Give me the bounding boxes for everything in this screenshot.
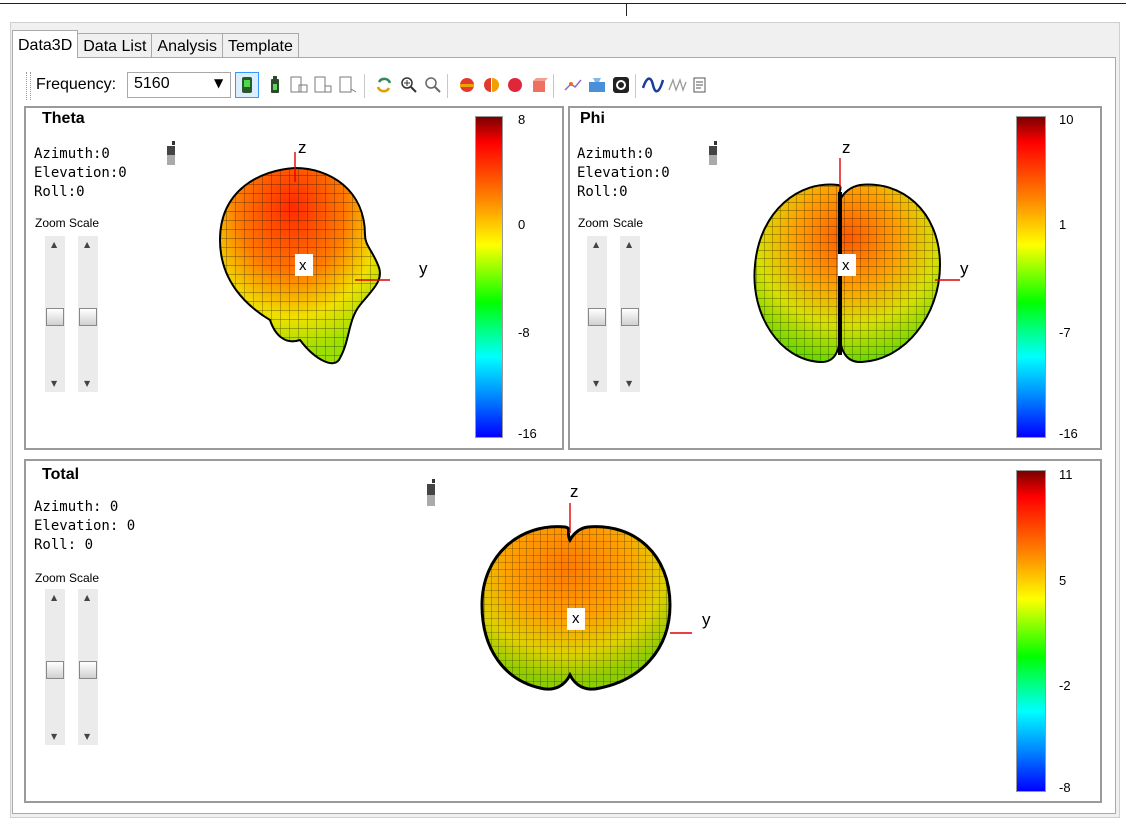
scatter-icon[interactable]	[561, 72, 585, 98]
zoom-out-icon[interactable]	[421, 72, 445, 98]
tab-data-list[interactable]: Data List	[77, 33, 153, 57]
colorbar-tick: 5	[1059, 573, 1067, 588]
panel-title: Total	[42, 466, 80, 483]
colorbar-tick: -8	[518, 325, 530, 340]
colorbar-tick: 0	[518, 217, 526, 232]
device-indicator-icon	[425, 478, 437, 514]
device-indicator-icon	[707, 140, 719, 174]
zoom-label: Zoom	[578, 216, 609, 230]
axis-x-label: x	[572, 610, 580, 627]
colorbar-tick: 11	[1059, 467, 1073, 482]
orientation-readout: Azimuth:0 Elevation:0 Roll:0	[34, 146, 127, 200]
tab-bar: Data3D Data List Analysis Template	[12, 30, 299, 58]
axis-x-label: x	[299, 257, 307, 274]
scale-label: Scale	[69, 571, 100, 585]
colorbar-tick: -7	[1059, 325, 1071, 340]
wave-icon[interactable]	[641, 72, 665, 98]
panel-title: Phi	[580, 110, 605, 127]
axis-z-label: z	[298, 138, 307, 157]
colorbar-tick: -8	[1059, 780, 1071, 795]
axis-x-label: x	[842, 257, 850, 274]
toolbar-separator	[553, 74, 554, 98]
zoom-slider[interactable]: ▲ ▼	[45, 236, 65, 392]
zoom-in-icon[interactable]	[397, 72, 421, 98]
refresh-icon[interactable]	[372, 72, 396, 98]
device-indicator-icon	[165, 140, 177, 174]
toolbar-separator	[635, 74, 636, 98]
axis-y-label: y	[702, 610, 711, 629]
colorbar-tick: -2	[1059, 678, 1071, 693]
frequency-select[interactable]	[127, 72, 231, 98]
orientation-readout: Azimuth: 0 Elevation: 0 Roll: 0	[34, 499, 136, 553]
axis-z-label: z	[570, 482, 579, 501]
toolbar-grip[interactable]	[26, 72, 31, 100]
frequency-label: Frequency:	[36, 76, 117, 93]
phi-colorbar	[1016, 116, 1046, 438]
frequency-value: 5160	[134, 75, 170, 92]
pattern-half-icon[interactable]	[479, 72, 503, 98]
toolbar-separator	[364, 74, 365, 98]
axis-y-label: y	[419, 259, 428, 278]
pattern-cut-icon[interactable]	[455, 72, 479, 98]
circle-icon[interactable]	[609, 72, 633, 98]
top-border	[0, 3, 1126, 4]
scale-label: Scale	[613, 216, 644, 230]
multi-wave-icon[interactable]	[665, 72, 689, 98]
tab-template[interactable]: Template	[221, 33, 299, 57]
device-icon[interactable]	[235, 72, 259, 98]
device-rotate-icon[interactable]	[287, 72, 311, 98]
zoom-slider[interactable]: ▲ ▼	[45, 589, 65, 745]
sphere-icon[interactable]	[503, 72, 527, 98]
panel-title: Theta	[42, 110, 85, 127]
cube-icon[interactable]	[527, 72, 551, 98]
theta-colorbar	[475, 116, 503, 438]
chevron-down-icon[interactable]: ▼	[214, 76, 224, 90]
axis-y-label: y	[960, 259, 969, 278]
zoom-slider[interactable]: ▲ ▼	[587, 236, 607, 392]
tab-analysis[interactable]: Analysis	[151, 33, 223, 57]
top-divider	[626, 3, 627, 16]
theta-3d-plot[interactable]	[190, 130, 450, 380]
colorbar-tick: 10	[1059, 112, 1074, 127]
scale-label: Scale	[69, 216, 100, 230]
colorbar-tick: -16	[1059, 426, 1078, 441]
report-icon[interactable]	[688, 72, 712, 98]
orientation-readout: Azimuth:0 Elevation:0 Roll:0	[577, 146, 670, 200]
colorbar-tick: 8	[518, 112, 526, 127]
total-3d-plot[interactable]	[470, 485, 720, 715]
total-colorbar	[1016, 470, 1046, 792]
axis-z-label: z	[842, 138, 851, 157]
zoom-label: Zoom	[35, 216, 66, 230]
toolbar-separator	[447, 74, 448, 98]
scale-slider[interactable]: ▲ ▼	[620, 236, 640, 392]
colorbar-tick: 1	[1059, 217, 1067, 232]
scale-slider[interactable]: ▲ ▼	[78, 236, 98, 392]
export-icon[interactable]	[585, 72, 609, 98]
device-side-icon[interactable]	[311, 72, 335, 98]
battery-icon[interactable]	[263, 72, 287, 98]
phi-3d-plot[interactable]	[740, 130, 980, 390]
colorbar-tick: -16	[518, 426, 537, 441]
zoom-label: Zoom	[35, 571, 66, 585]
device-back-icon[interactable]	[336, 72, 360, 98]
tab-data3d[interactable]: Data3D	[12, 30, 79, 58]
scale-slider[interactable]: ▲ ▼	[78, 589, 98, 745]
